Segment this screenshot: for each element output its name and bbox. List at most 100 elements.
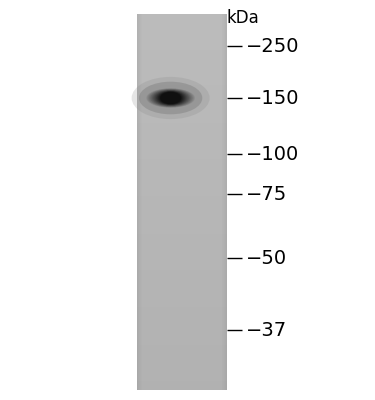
Bar xyxy=(137,208,227,210)
Bar xyxy=(137,78,227,80)
Bar xyxy=(137,52,227,54)
Ellipse shape xyxy=(151,90,190,106)
Ellipse shape xyxy=(160,92,182,104)
Bar xyxy=(137,151,227,153)
Bar xyxy=(137,253,227,255)
Bar xyxy=(137,247,227,249)
Ellipse shape xyxy=(160,92,181,104)
Bar xyxy=(137,31,227,33)
Bar xyxy=(137,356,227,358)
Bar xyxy=(137,255,227,256)
Bar xyxy=(137,181,227,183)
Bar xyxy=(137,230,227,232)
Bar xyxy=(137,57,227,59)
Bar xyxy=(137,36,227,38)
Bar xyxy=(137,159,227,161)
Bar xyxy=(137,375,227,377)
Bar xyxy=(137,311,227,313)
Bar xyxy=(137,286,227,288)
Bar xyxy=(137,134,227,136)
Ellipse shape xyxy=(147,89,194,107)
Bar xyxy=(137,371,227,373)
Bar xyxy=(137,360,227,362)
Bar xyxy=(137,251,227,253)
Bar xyxy=(137,223,227,224)
Ellipse shape xyxy=(159,92,182,104)
Ellipse shape xyxy=(160,92,181,104)
Bar xyxy=(137,228,227,230)
Bar xyxy=(137,119,227,121)
Bar xyxy=(137,315,227,317)
Bar xyxy=(137,320,227,322)
Bar xyxy=(137,93,227,95)
Bar xyxy=(137,187,227,189)
Text: −75: −75 xyxy=(246,184,287,204)
Bar xyxy=(137,384,227,386)
Bar xyxy=(137,219,227,221)
Bar xyxy=(137,67,227,68)
Bar xyxy=(137,260,227,262)
Bar xyxy=(137,264,227,266)
Bar xyxy=(137,144,227,146)
Bar xyxy=(137,313,227,315)
Bar xyxy=(137,25,227,27)
Bar xyxy=(137,217,227,219)
Bar xyxy=(137,279,227,281)
Bar xyxy=(137,33,227,35)
Bar xyxy=(137,206,227,208)
Ellipse shape xyxy=(156,91,185,105)
Bar xyxy=(137,63,227,65)
Bar xyxy=(137,268,227,270)
Bar xyxy=(137,193,227,194)
Bar xyxy=(137,368,227,369)
Ellipse shape xyxy=(154,90,188,106)
Bar xyxy=(137,221,227,223)
Bar xyxy=(137,84,227,86)
Bar xyxy=(137,74,227,76)
Bar xyxy=(137,196,227,198)
Ellipse shape xyxy=(132,77,210,119)
Bar xyxy=(137,142,227,144)
Bar xyxy=(137,386,227,388)
Ellipse shape xyxy=(159,92,182,104)
Bar xyxy=(137,198,227,200)
Bar xyxy=(137,38,227,40)
Bar xyxy=(137,317,227,318)
Bar xyxy=(137,285,227,286)
Ellipse shape xyxy=(152,90,190,106)
Bar xyxy=(137,148,227,149)
Bar xyxy=(137,302,227,304)
Bar xyxy=(137,18,227,20)
Bar xyxy=(137,22,227,23)
Bar xyxy=(137,245,227,247)
Bar xyxy=(137,379,227,380)
Bar xyxy=(137,153,227,155)
Bar xyxy=(137,14,227,16)
Text: −50: −50 xyxy=(246,248,287,268)
Bar xyxy=(137,27,227,29)
Bar xyxy=(137,373,227,375)
Bar xyxy=(137,337,227,339)
Bar xyxy=(137,76,227,78)
Bar xyxy=(137,189,227,191)
Bar xyxy=(137,380,227,382)
Ellipse shape xyxy=(153,90,188,106)
Bar xyxy=(137,354,227,356)
Bar xyxy=(137,210,227,211)
Bar xyxy=(137,65,227,67)
Bar xyxy=(137,377,227,379)
Bar xyxy=(137,352,227,354)
Bar xyxy=(137,345,227,347)
Bar xyxy=(137,211,227,213)
Bar xyxy=(137,80,227,82)
Bar xyxy=(137,213,227,215)
Bar xyxy=(137,112,227,114)
Ellipse shape xyxy=(155,91,186,105)
Bar xyxy=(137,100,227,102)
Bar xyxy=(137,48,227,50)
Bar xyxy=(137,292,227,294)
Ellipse shape xyxy=(149,89,192,107)
Bar xyxy=(137,185,227,187)
Bar xyxy=(137,358,227,360)
Bar xyxy=(137,328,227,330)
